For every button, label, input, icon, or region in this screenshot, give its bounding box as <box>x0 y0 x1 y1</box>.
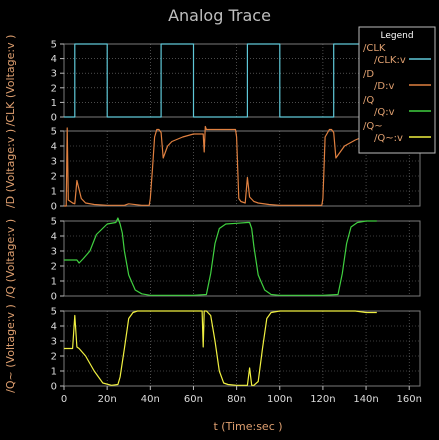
panel-frame <box>63 130 421 207</box>
y-axis-title: /Q (Voltage:v ) <box>4 219 17 298</box>
panel-2: 0 1 2 3 4 5/Q (Voltage:v ) <box>4 217 421 303</box>
y-tick-label: 3 <box>51 247 57 258</box>
y-axis-title: /Q~ (Voltage:v ) <box>4 304 17 393</box>
y-tick-label: 0 <box>51 382 57 393</box>
x-tick-label: 80n <box>227 394 246 405</box>
legend-series-label: /CLK:v <box>374 55 406 66</box>
panel-3: 0 1 2 3 4 5/Q~ (Voltage:v ) <box>4 304 421 393</box>
panel-frame <box>63 310 421 387</box>
y-tick-label: 5 <box>51 127 57 138</box>
y-axis-title: /D (Voltage:v ) <box>4 129 17 208</box>
y-tick-label: 1 <box>51 367 57 378</box>
y-axis-title: /CLK (Voltage:v ) <box>4 35 17 127</box>
legend-series-label: /Q:v <box>374 107 395 118</box>
y-tick-label: 3 <box>51 69 57 80</box>
legend: Legend /CLK/CLK:v/D/D:v/Q/Q:v/Q~/Q~:v <box>358 26 436 154</box>
x-tick-label: 120n <box>310 394 335 405</box>
legend-series-label: /D:v <box>374 81 394 92</box>
y-tick-label: 0 <box>51 202 57 213</box>
x-tick-label: 40n <box>141 394 160 405</box>
x-tick-label: 20n <box>98 394 117 405</box>
legend-label: /Q <box>363 95 374 106</box>
legend-title: Legend <box>380 31 413 41</box>
y-tick-label: 3 <box>51 157 57 168</box>
panel-0: 0 1 2 3 4 5/CLK (Voltage:v ) <box>4 35 421 127</box>
y-tick-label: 3 <box>51 337 57 348</box>
legend-box <box>358 26 436 154</box>
y-tick-label: 2 <box>51 172 57 183</box>
x-tick-label: 160n <box>396 394 421 405</box>
legend-label: /D <box>363 69 374 80</box>
legend-series-label: /Q~:v <box>374 133 403 144</box>
x-tick-label: 60n <box>184 394 203 405</box>
y-tick-label: 1 <box>51 98 57 109</box>
panel-frame <box>63 220 421 297</box>
y-tick-label: 0 <box>51 292 57 303</box>
y-tick-label: 5 <box>51 307 57 318</box>
series-line-1 <box>64 125 377 207</box>
series-line-3 <box>64 310 377 386</box>
y-tick-label: 4 <box>51 142 57 153</box>
x-axis-title: t (Time:sec ) <box>213 420 282 433</box>
x-tick-label: 100n <box>267 394 292 405</box>
y-tick-label: 1 <box>51 187 57 198</box>
y-tick-label: 5 <box>51 40 57 51</box>
series-line-2 <box>64 217 377 296</box>
y-tick-label: 4 <box>51 232 57 243</box>
legend-label: /CLK <box>363 43 386 54</box>
y-tick-label: 0 <box>51 113 57 124</box>
y-tick-label: 2 <box>51 83 57 94</box>
y-tick-label: 2 <box>51 262 57 273</box>
x-tick-label: 0 <box>61 394 67 405</box>
y-tick-label: 2 <box>51 352 57 363</box>
x-tick-label: 140n <box>353 394 378 405</box>
y-tick-label: 1 <box>51 277 57 288</box>
y-tick-label: 5 <box>51 217 57 228</box>
legend-label: /Q~ <box>363 121 383 132</box>
y-tick-label: 4 <box>51 54 57 65</box>
chart-title: Analog Trace <box>168 6 271 25</box>
y-tick-label: 4 <box>51 322 57 333</box>
panel-1: 0 1 2 3 4 5/D (Voltage:v ) <box>4 125 421 213</box>
series-line-0 <box>64 43 420 118</box>
